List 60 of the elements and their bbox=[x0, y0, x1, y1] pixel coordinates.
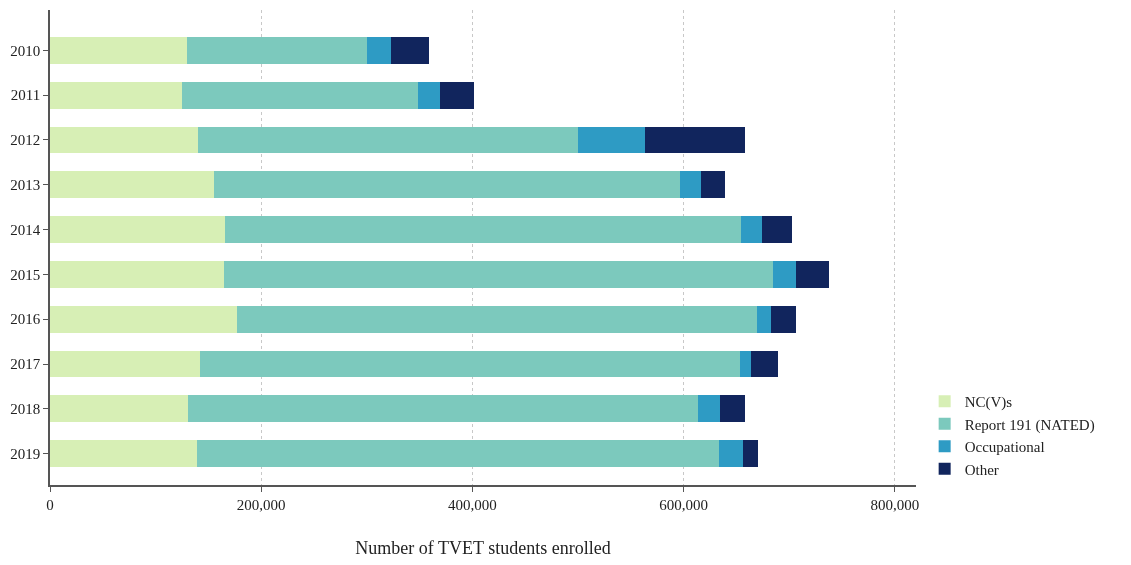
bar bbox=[50, 350, 200, 378]
bar bbox=[196, 440, 719, 468]
bar bbox=[187, 36, 367, 64]
bar bbox=[578, 126, 645, 154]
bar bbox=[751, 350, 778, 378]
legend-label: Report 191 (NATED) bbox=[964, 416, 1095, 434]
y-tick-label: 2012 bbox=[10, 132, 41, 149]
bar bbox=[644, 126, 745, 154]
legend-label: Occupational bbox=[964, 439, 1045, 456]
y-tick-label: 2014 bbox=[10, 221, 41, 238]
legend-label: Other bbox=[964, 461, 999, 478]
bar bbox=[50, 126, 198, 154]
bar bbox=[225, 216, 741, 244]
y-tick-label: 2013 bbox=[10, 177, 41, 194]
bar bbox=[742, 440, 758, 468]
bar bbox=[236, 305, 757, 333]
bar bbox=[698, 395, 720, 423]
y-tick-label: 2017 bbox=[10, 356, 41, 373]
bar bbox=[719, 395, 745, 423]
x-tick-label: 200,000 bbox=[236, 496, 286, 513]
x-tick-label: 600,000 bbox=[659, 496, 709, 513]
bar bbox=[197, 126, 579, 154]
bar bbox=[439, 81, 474, 109]
bar bbox=[740, 216, 762, 244]
bar bbox=[50, 260, 225, 288]
bar bbox=[182, 81, 418, 109]
bar bbox=[50, 81, 183, 109]
bar bbox=[761, 216, 793, 244]
bar bbox=[417, 81, 440, 109]
bar bbox=[199, 350, 740, 378]
x-tick-label: 400,000 bbox=[448, 496, 497, 513]
bar bbox=[718, 440, 743, 468]
bar bbox=[50, 216, 226, 244]
y-tick-label: 2018 bbox=[10, 401, 41, 418]
bar bbox=[756, 305, 772, 333]
bar bbox=[213, 171, 681, 199]
bar bbox=[773, 260, 796, 288]
y-tick-label: 2016 bbox=[10, 311, 41, 328]
y-tick-label: 2011 bbox=[10, 87, 41, 104]
bar bbox=[188, 395, 699, 423]
bar bbox=[50, 171, 214, 199]
bar bbox=[50, 440, 197, 468]
y-tick-label: 2015 bbox=[10, 266, 41, 283]
bar bbox=[391, 36, 430, 64]
y-tick-label: 2010 bbox=[10, 42, 41, 59]
bar bbox=[50, 395, 189, 423]
legend-label: NC(V)s bbox=[964, 394, 1013, 412]
x-axis-title: Number of TVET students enrolled bbox=[355, 538, 611, 559]
bar bbox=[795, 260, 830, 288]
bar bbox=[224, 260, 774, 288]
bar bbox=[50, 36, 188, 64]
bar bbox=[771, 305, 796, 333]
bar bbox=[680, 171, 701, 199]
bar bbox=[739, 350, 752, 378]
y-tick-label: 2019 bbox=[10, 445, 41, 462]
x-tick-label: 800,000 bbox=[870, 496, 920, 513]
bar bbox=[366, 36, 392, 64]
bar bbox=[50, 305, 237, 333]
bar bbox=[700, 171, 725, 199]
x-tick-label: 0 bbox=[46, 496, 54, 513]
